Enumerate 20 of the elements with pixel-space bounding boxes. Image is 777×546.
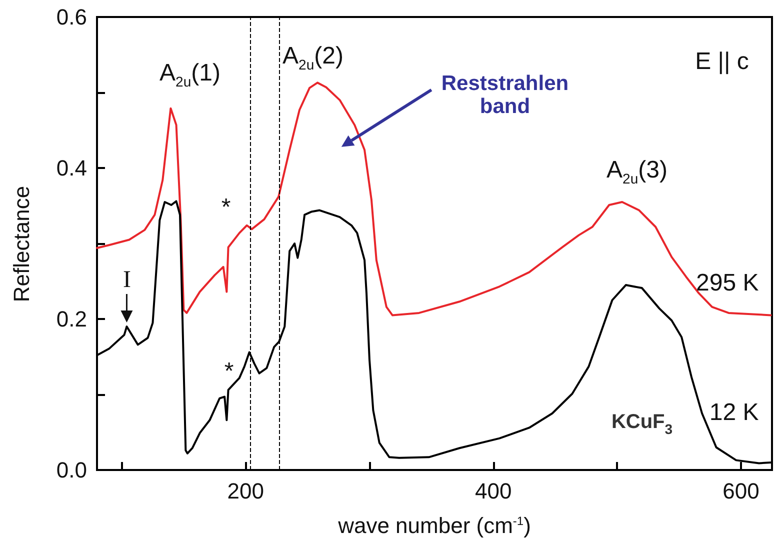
annotation: * xyxy=(221,194,231,221)
series-label: 295 K xyxy=(696,270,759,297)
annotation: A$_{2u}$(1) xyxy=(160,60,220,90)
y-axis-title: Reflectance xyxy=(9,185,34,302)
y-tick-label: 0.4 xyxy=(56,156,87,180)
x-tick-label: 600 xyxy=(722,478,760,504)
annotation: I xyxy=(123,267,131,293)
annotation: E || c xyxy=(695,48,749,75)
series-label: 12 K xyxy=(709,398,759,426)
annotation: Reststrahlen band xyxy=(441,72,569,118)
annotation: A$_{2u}$(2) xyxy=(282,42,344,72)
annotation: A$_{2u}$(3) xyxy=(606,156,668,186)
x-tick-label: 200 xyxy=(227,478,264,504)
y-tick-label: 0.6 xyxy=(56,4,87,30)
x-tick-label: 400 xyxy=(474,478,512,504)
x-axis-title: wave number (cm$^{-1}$) xyxy=(338,513,531,538)
annotation: * xyxy=(224,358,234,385)
y-tick-label: 0.0 xyxy=(56,458,87,482)
y-tick-label: 0.2 xyxy=(56,306,87,332)
annotation: KCuF$_{3}$ xyxy=(611,411,673,437)
